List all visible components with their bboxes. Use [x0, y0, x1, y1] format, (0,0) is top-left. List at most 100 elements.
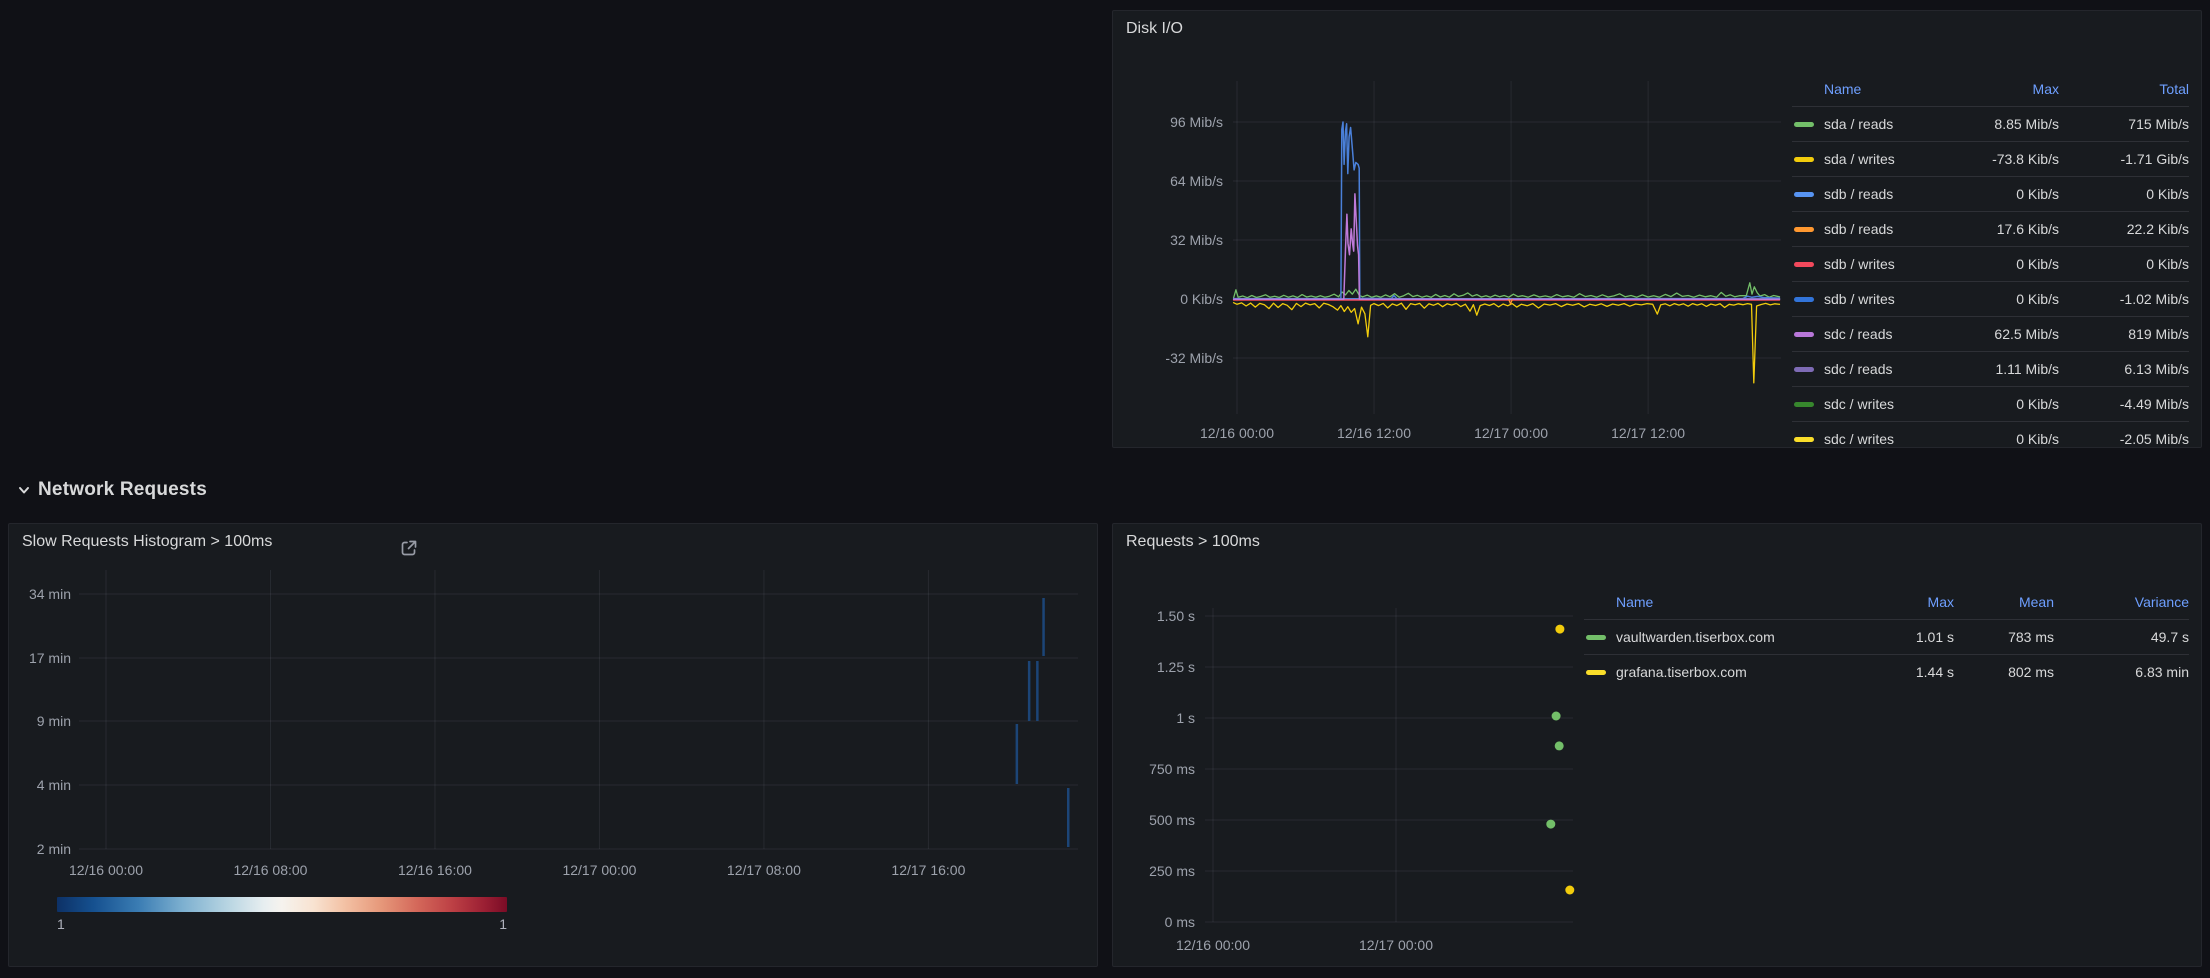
scatter-point: [1552, 712, 1561, 721]
panel-title-slow-requests-histogram[interactable]: Slow Requests Histogram > 100ms: [22, 533, 272, 551]
series-color-swatch: [1586, 635, 1606, 640]
y-axis-label: 2 min: [9, 841, 71, 857]
legend-value: 1.44 s: [1874, 664, 1954, 680]
legend-value: -4.49 Mib/s: [2059, 396, 2189, 412]
legend-header-max[interactable]: Max: [1874, 594, 1954, 610]
series-line-sda-reads: [1234, 283, 1780, 298]
legend-series-name[interactable]: sdb / writes: [1824, 291, 1944, 307]
series-color-swatch: [1794, 262, 1814, 267]
requests-legend-header-row: NameMaxMeanVariance: [1584, 584, 2189, 619]
x-axis-label: 12/16 08:00: [210, 862, 330, 878]
series-color-swatch: [1794, 402, 1814, 407]
x-axis-label: 12/17 00:00: [539, 862, 659, 878]
requests-legend-table: NameMaxMeanVariancevaultwarden.tiserbox.…: [1584, 584, 2189, 754]
legend-value: 0 Kib/s: [1944, 256, 2059, 272]
scatter-point: [1565, 886, 1574, 895]
legend-header-total[interactable]: Total: [2059, 81, 2189, 97]
scatter-point: [1546, 820, 1555, 829]
series-color-swatch: [1794, 332, 1814, 337]
scatter-point: [1555, 741, 1564, 750]
heatmap-cell: [1042, 598, 1045, 656]
legend-value: 0 Kib/s: [2059, 186, 2189, 202]
y-axis-label: 32 Mib/s: [1113, 232, 1223, 248]
panel-slow-requests-histogram: Slow Requests Histogram > 100ms 34 min17…: [8, 523, 1098, 967]
legend-series-name[interactable]: sdb / reads: [1824, 186, 1944, 202]
x-axis-label: 12/17 08:00: [704, 862, 824, 878]
legend-value: 17.6 Kib/s: [1944, 221, 2059, 237]
series-color-swatch: [1794, 437, 1814, 442]
y-axis-label: 250 ms: [1113, 863, 1195, 879]
series-line-sda-writes: [1234, 303, 1780, 383]
y-axis-label: 1.25 s: [1113, 659, 1195, 675]
panel-title-disk-io[interactable]: Disk I/O: [1126, 20, 1183, 38]
y-axis-label: 17 min: [9, 650, 71, 666]
series-color-swatch: [1794, 122, 1814, 127]
legend-header-max[interactable]: Max: [1944, 81, 2059, 97]
series-line-sdc-reads-spike: [1234, 194, 1780, 299]
disk-io-legend-table: NameMaxTotalsda / reads8.85 Mib/s715 Mib…: [1792, 71, 2189, 447]
legend-value: 6.83 min: [2054, 664, 2189, 680]
disk-legend-row: sda / writes-73.8 Kib/s-1.71 Gib/s: [1792, 141, 2189, 176]
legend-value: 6.13 Mib/s: [2059, 361, 2189, 377]
x-axis-label: 12/16 00:00: [1153, 937, 1273, 953]
y-axis-label: 0 Kib/s: [1113, 291, 1223, 307]
x-axis-label: 12/17 16:00: [868, 862, 988, 878]
disk-legend-header-row: NameMaxTotal: [1792, 71, 2189, 106]
legend-value: 0 Kib/s: [1944, 396, 2059, 412]
panel-disk-io: Disk I/O 96 Mib/s64 Mib/s32 Mib/s0 Kib/s…: [1112, 10, 2202, 448]
y-axis-label: 4 min: [9, 777, 71, 793]
legend-value: 0 Kib/s: [1944, 186, 2059, 202]
disk-legend-row: sdc / writes0 Kib/s-4.49 Mib/s: [1792, 386, 2189, 421]
scatter-point: [1555, 625, 1564, 634]
legend-header-variance[interactable]: Variance: [2054, 594, 2189, 610]
disk-legend-row: sdb / reads0 Kib/s0 Kib/s: [1792, 176, 2189, 211]
y-axis-label: 96 Mib/s: [1113, 114, 1223, 130]
y-axis-label: 750 ms: [1113, 761, 1195, 777]
y-axis-label: -32 Mib/s: [1113, 350, 1223, 366]
legend-series-name[interactable]: sdc / reads: [1824, 326, 1944, 342]
disk-legend-row: sda / reads8.85 Mib/s715 Mib/s: [1792, 106, 2189, 141]
legend-value: -1.02 Mib/s: [2059, 291, 2189, 307]
legend-series-name[interactable]: sda / reads: [1824, 116, 1944, 132]
legend-header-name[interactable]: Name: [1584, 594, 1874, 610]
series-color-swatch: [1794, 367, 1814, 372]
disk-legend-row: sdb / writes0 Kib/s-1.02 Mib/s: [1792, 281, 2189, 316]
series-color-swatch: [1586, 670, 1606, 675]
legend-header-mean[interactable]: Mean: [1954, 594, 2054, 610]
legend-series-name[interactable]: sdb / writes: [1824, 256, 1944, 272]
x-axis-label: 12/17 00:00: [1451, 425, 1571, 441]
legend-series-name[interactable]: sda / writes: [1824, 151, 1944, 167]
series-color-swatch: [1794, 297, 1814, 302]
legend-value: 49.7 s: [2054, 629, 2189, 645]
legend-value: 819 Mib/s: [2059, 326, 2189, 342]
legend-value: 715 Mib/s: [2059, 116, 2189, 132]
legend-value: -1.71 Gib/s: [2059, 151, 2189, 167]
legend-series-name[interactable]: sdc / writes: [1824, 396, 1944, 412]
legend-value: 0 Kib/s: [2059, 256, 2189, 272]
panel-title-requests-100ms[interactable]: Requests > 100ms: [1126, 533, 1260, 551]
x-axis-label: 12/17 00:00: [1336, 937, 1456, 953]
x-axis-label: 12/17 12:00: [1588, 425, 1708, 441]
color-scale-min-label: 1: [57, 916, 65, 932]
legend-series-name[interactable]: grafana.tiserbox.com: [1616, 664, 1874, 680]
requests-legend-row: vaultwarden.tiserbox.com1.01 s783 ms49.7…: [1584, 619, 2189, 654]
legend-series-name[interactable]: vaultwarden.tiserbox.com: [1616, 629, 1874, 645]
grafana-dashboard: { "page": { "background": "#101116", "pa…: [0, 0, 2210, 978]
heatmap-cell: [1028, 661, 1031, 721]
legend-header-name[interactable]: Name: [1792, 81, 1944, 97]
y-axis-label: 1.50 s: [1113, 608, 1195, 624]
chevron-down-icon[interactable]: [17, 483, 31, 497]
y-axis-label: 9 min: [9, 713, 71, 729]
section-row-network-requests[interactable]: Network Requests: [10, 472, 207, 508]
x-axis-label: 12/16 16:00: [375, 862, 495, 878]
legend-value: -73.8 Kib/s: [1944, 151, 2059, 167]
x-axis-label: 12/16 00:00: [1177, 425, 1297, 441]
series-color-swatch: [1794, 227, 1814, 232]
external-link-icon[interactable]: [399, 538, 419, 563]
legend-value: 0 Kib/s: [1944, 291, 2059, 307]
panel-requests-100ms: Requests > 100ms 1.50 s1.25 s1 s750 ms50…: [1112, 523, 2202, 967]
legend-series-name[interactable]: sdc / writes: [1824, 431, 1944, 447]
legend-series-name[interactable]: sdb / reads: [1824, 221, 1944, 237]
disk-legend-row: sdb / writes0 Kib/s0 Kib/s: [1792, 246, 2189, 281]
legend-series-name[interactable]: sdc / reads: [1824, 361, 1944, 377]
